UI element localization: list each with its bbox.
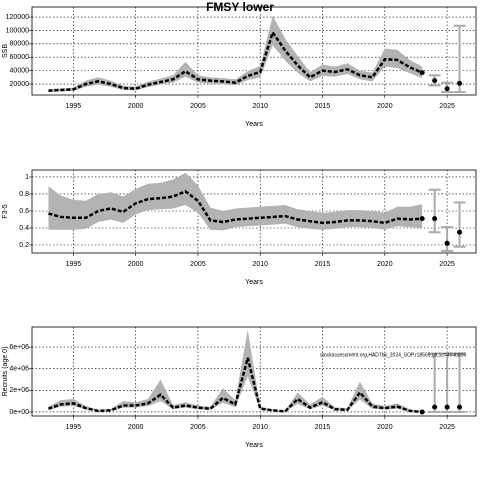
chart-title: FMSY lower (206, 0, 274, 14)
median-line (48, 357, 423, 414)
x-axis-title: Years (245, 442, 263, 449)
x-tick-label: 2000 (128, 261, 144, 268)
y-axis-title: SSB (2, 44, 9, 58)
y-tick-label: 40000 (10, 67, 30, 74)
plot-frame (31, 169, 477, 254)
y-tick-label: 0.2 (19, 242, 29, 249)
x-axis-title: Years (245, 279, 263, 286)
x-tick-label: 2010 (252, 261, 268, 268)
x-tick-label: 1995 (66, 103, 82, 110)
y-tick-label: 60000 (10, 54, 30, 61)
confidence-band (48, 15, 423, 93)
last-point (419, 216, 425, 222)
x-tick-label: 2015 (315, 261, 331, 268)
forecast-point (457, 404, 463, 410)
x-tick-label: 2025 (439, 261, 455, 268)
median-line (48, 29, 423, 92)
forecast-point (444, 404, 450, 410)
forecast-point (444, 240, 450, 246)
x-tick-label: 2000 (128, 103, 144, 110)
plot-frame (31, 6, 477, 96)
x-tick-label: 2020 (377, 103, 393, 110)
y-tick-label: 0.4 (19, 225, 29, 232)
x-tick-label: 2020 (377, 261, 393, 268)
forecast-point (457, 229, 463, 235)
x-tick-label: 2005 (190, 261, 206, 268)
last-point (419, 409, 425, 415)
y-axis-title: Recruits (age 0) (2, 347, 9, 397)
y-tick-label: 4e+06 (9, 366, 29, 373)
confidence-band (48, 172, 423, 231)
x-tick-label: 2010 (252, 424, 268, 431)
x-tick-label: 2010 (252, 103, 268, 110)
y-tick-label: 2e+06 (9, 387, 29, 394)
forecast-point (432, 404, 438, 410)
forecast-point (432, 216, 438, 222)
plot-frame (31, 326, 477, 417)
x-tick-label: 2005 (190, 424, 206, 431)
x-tick-label: 2020 (377, 424, 393, 431)
x-tick-label: 2015 (315, 424, 331, 431)
y-tick-label: 6e+06 (9, 344, 29, 351)
y-tick-label: 1 (25, 174, 29, 181)
y-tick-label: 20000 (10, 81, 30, 88)
y-tick-label: 80000 (10, 41, 30, 48)
x-tick-label: 2000 (128, 424, 144, 431)
y-tick-label: 0.8 (19, 191, 29, 198)
forecast-point (432, 78, 438, 84)
forecast-point (444, 86, 450, 92)
x-tick-label: 2015 (315, 103, 331, 110)
y-tick-label: 100000 (6, 27, 29, 34)
y-axis-title: F3-5 (2, 204, 9, 219)
x-tick-label: 1995 (66, 261, 82, 268)
last-point (419, 70, 425, 76)
x-tick-label: 2025 (439, 103, 455, 110)
x-tick-label: 1995 (66, 424, 82, 431)
y-tick-label: 120000 (6, 14, 29, 21)
x-axis-title: Years (245, 121, 263, 128)
x-tick-label: 2005 (190, 103, 206, 110)
annotation: stockassessment.org,HAD7bk_2024_SOP,r185… (320, 352, 466, 358)
y-tick-label: 0e+00 (9, 409, 29, 416)
forecast-point (457, 80, 463, 86)
y-tick-label: 0.6 (19, 208, 29, 215)
x-tick-label: 2025 (439, 424, 455, 431)
